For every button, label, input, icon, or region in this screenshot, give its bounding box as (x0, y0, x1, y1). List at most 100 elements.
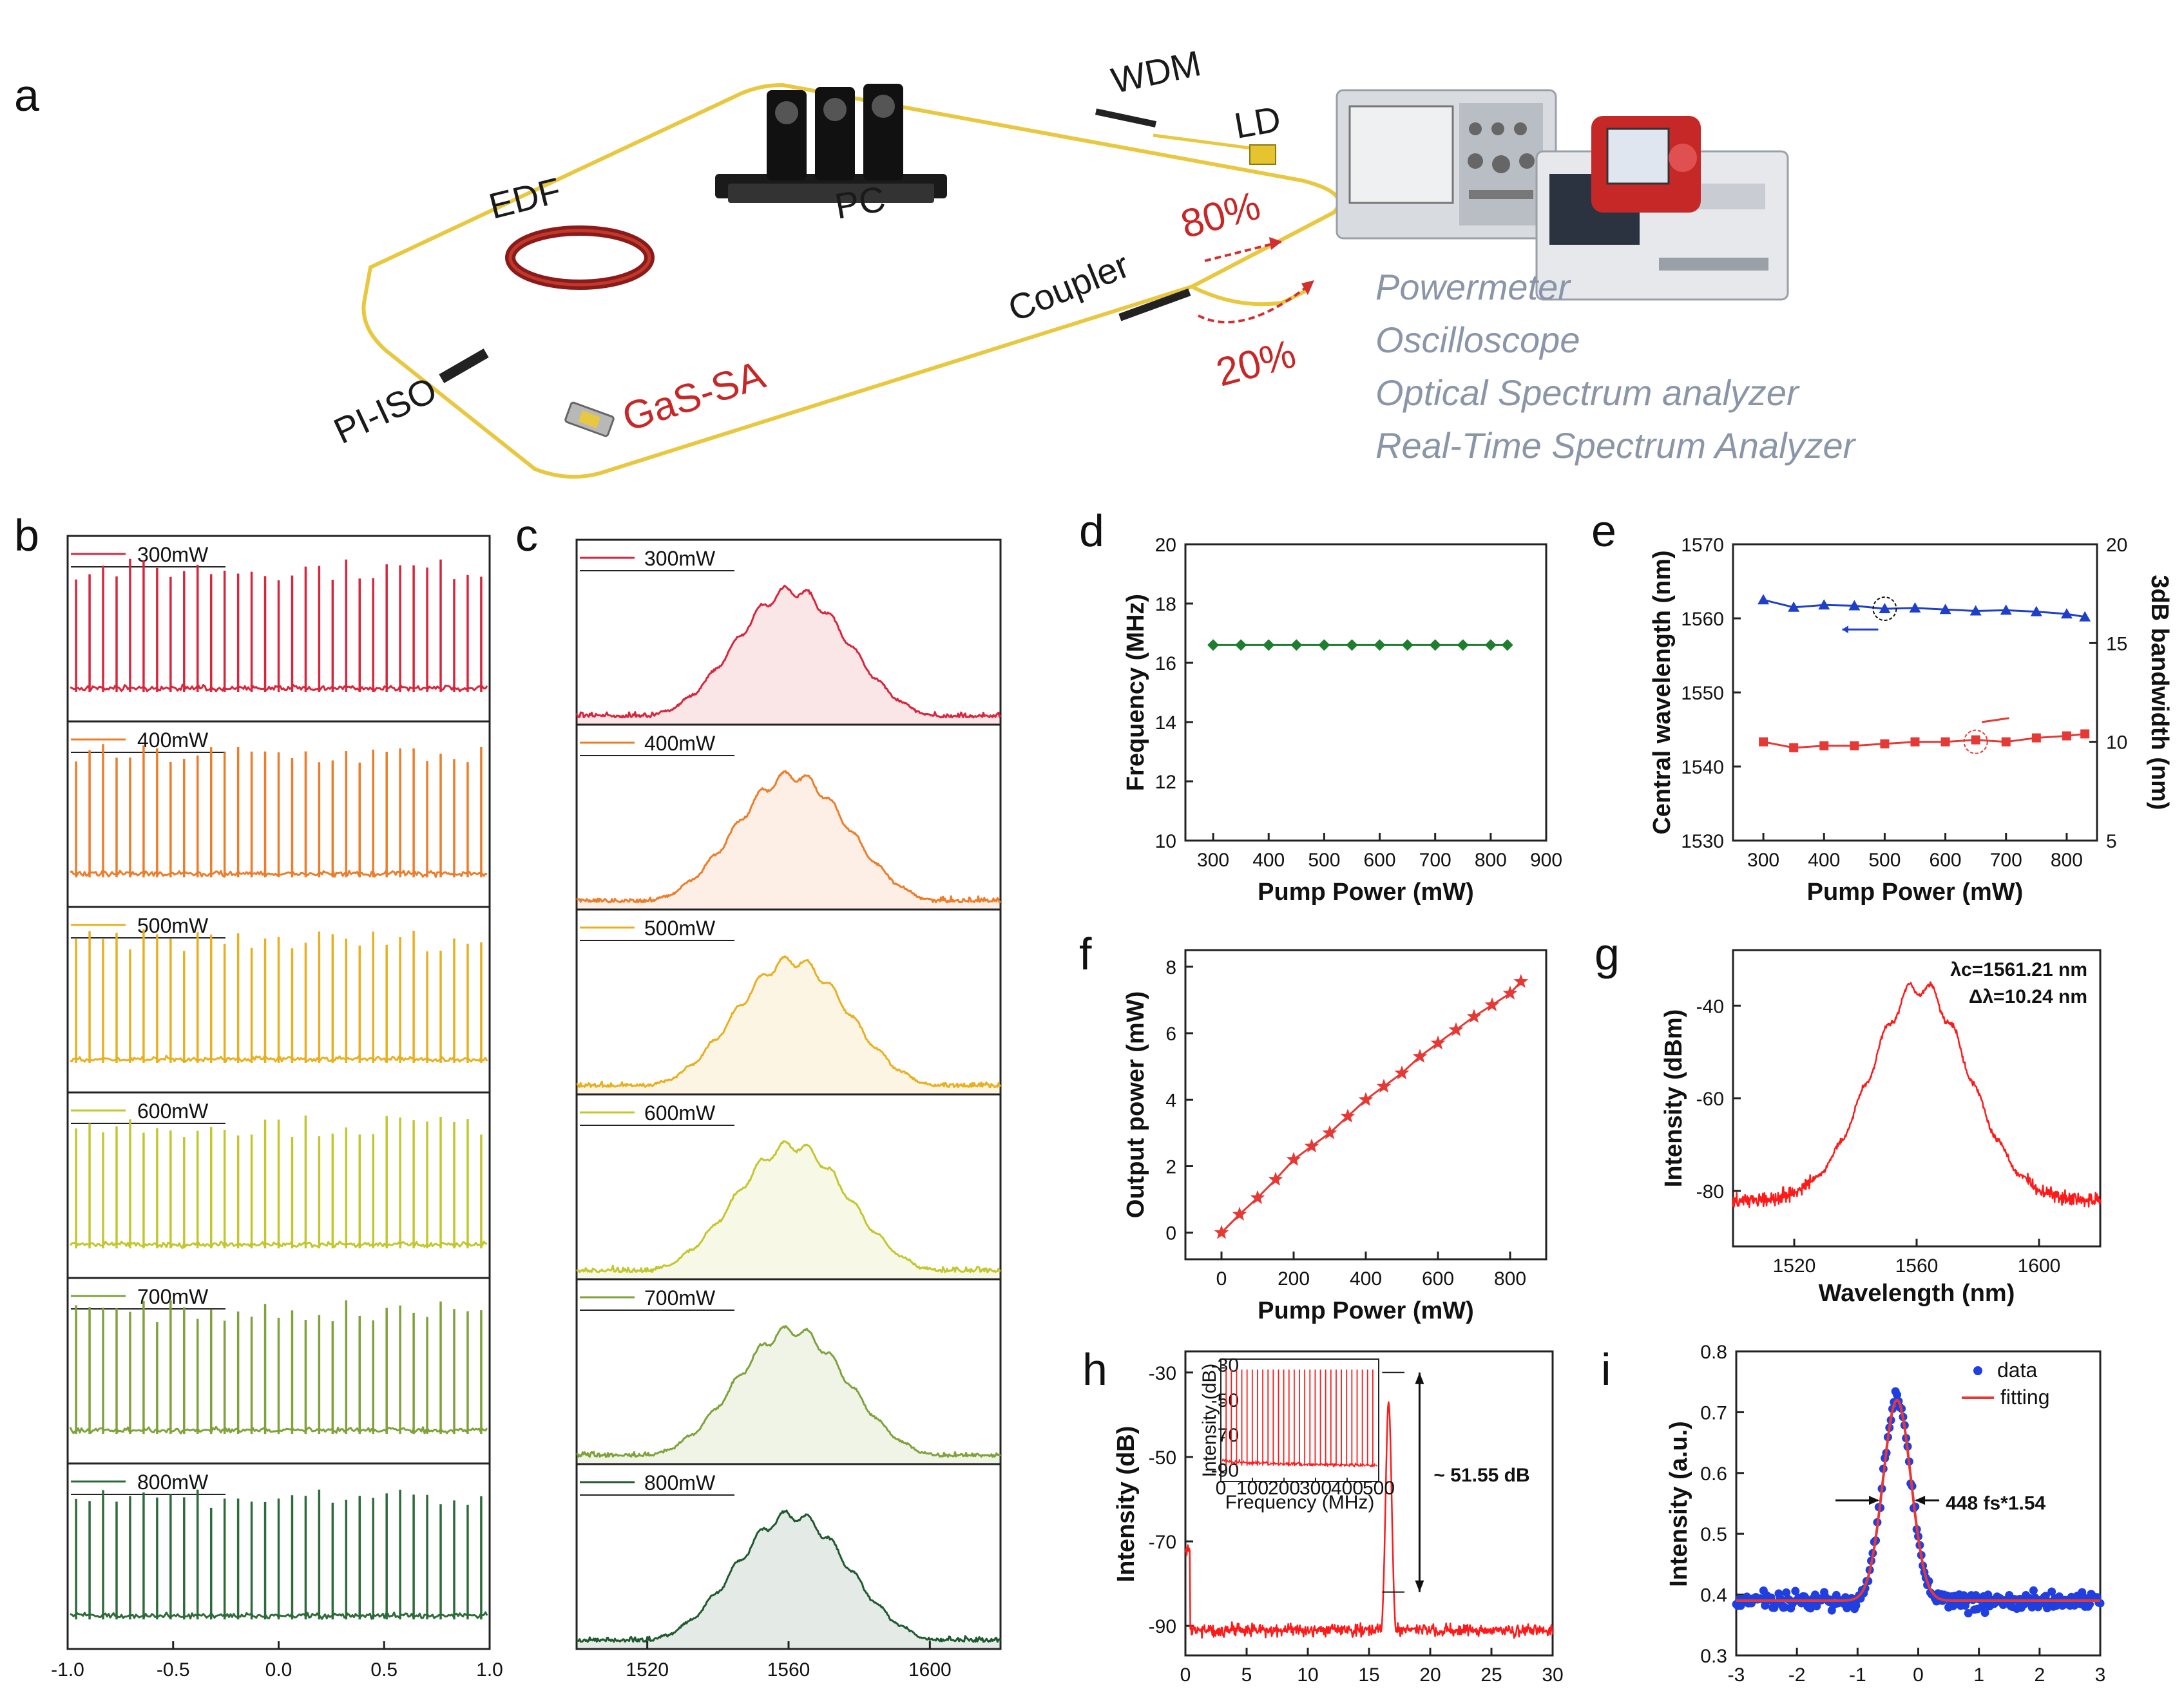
inset-y-axis-label: Intensity (dB) (1199, 1364, 1220, 1478)
x-tick-label: 0 (1180, 1664, 1191, 1686)
chart-g-spectrum: 1520 1560 1600 -40 -60 -80 Wavelength (nm) Inte… (1660, 949, 2102, 1307)
y-tick-label: 0.7 (1700, 1402, 1727, 1424)
y-tick-label: 0 (1165, 1223, 1176, 1244)
coupler-component (1118, 288, 1191, 321)
y-tick-label: 10 (2106, 732, 2127, 754)
legend-data-marker (1973, 1366, 1982, 1375)
y-tick-label: 10 (1155, 831, 1176, 852)
instrument-oscilloscope: Oscilloscope (1375, 319, 1580, 360)
y-axis-label-right: 3dB bandwidth (nm) (2146, 575, 2173, 810)
output-arrows (1198, 237, 1314, 324)
inset-y-tick-label: -70 (1211, 1425, 1239, 1446)
y-tick-label: 0.4 (1700, 1585, 1727, 1606)
instrument-rtsa: Real-Time Spectrum Analyzer (1375, 425, 1857, 466)
bandwidth-point (2080, 729, 2090, 739)
x-tick-label: 5 (1241, 1664, 1252, 1686)
label-edf: EDF (485, 169, 565, 226)
bandwidth-point (2001, 737, 2011, 747)
x-tick-label: 300 (1747, 850, 1779, 871)
y-axis-label: Intensity (a.u.) (1665, 1421, 1692, 1587)
y-tick-label: 16 (1155, 653, 1176, 674)
data-point (1250, 1190, 1265, 1205)
polarization-controller (715, 84, 947, 203)
y-tick-label: -30 (1149, 1363, 1176, 1384)
inset-x-tick-label: 0 (1216, 1478, 1227, 1499)
y-tick-label: -70 (1149, 1532, 1176, 1553)
bandwidth-point (1819, 741, 1829, 750)
inset-y-tick-label: -50 (1211, 1390, 1239, 1411)
x-tick-label: 15 (1358, 1664, 1379, 1686)
right-axis-arrow (1981, 717, 2009, 723)
x-axis-label: Pump Power (mW) (1807, 879, 2024, 906)
bandwidth-point (1940, 737, 1950, 747)
data-point (1893, 1390, 1902, 1399)
x-tick-label: 3 (2095, 1664, 2106, 1686)
data-point (1376, 1078, 1392, 1093)
fiber-output-80 (1191, 211, 1335, 289)
data-point (1346, 639, 1358, 651)
label-ld: LD (1231, 98, 1283, 146)
y-tick-label: 2 (1165, 1156, 1176, 1177)
annotation-pulse-width: 448 fs*1.54 (1946, 1492, 2045, 1514)
chart-f-output-power: 0 200 400 600 800 0 2 4 6 8 Pump Power (mW) Output … (1122, 949, 1547, 1324)
y-tick-label: 0.6 (1700, 1463, 1727, 1485)
panel-label-e: e (1591, 506, 1616, 556)
x-axis-label: Pump Power (mW) (1258, 879, 1474, 906)
data-point (1448, 1022, 1464, 1036)
panel-label-d: d (1079, 506, 1104, 556)
legend-label: 400mW (137, 729, 209, 752)
bandwidth-marker-circle (1963, 729, 1988, 754)
data-point (2047, 1587, 2056, 1596)
fit-line (1736, 1398, 2101, 1602)
data-point (1290, 639, 1303, 651)
legend-label: 400mW (644, 732, 716, 755)
wavelength-point (1909, 602, 1921, 613)
legend-data-label: data (1997, 1358, 2037, 1382)
x-tick-label: 400 (1808, 850, 1840, 871)
data-point (1318, 639, 1330, 651)
x-tick-label: 1.0 (476, 1659, 503, 1681)
legend-label: 300mW (644, 547, 716, 570)
panel-label-f: f (1079, 929, 1092, 979)
annotation-center-wavelength: λc=1561.21 nm (1950, 959, 2087, 980)
wavelength-marker-circle (1872, 596, 1897, 622)
inset-x-tick-label: 100 (1236, 1478, 1269, 1499)
gas-sa-connector (564, 401, 615, 437)
legend-label: 800mW (644, 1471, 716, 1494)
panel-label-b: b (14, 510, 39, 560)
bracket-arrow-down (1415, 1580, 1424, 1592)
x-tick-label: 900 (1530, 850, 1562, 871)
x-tick-label: 400 (1350, 1268, 1382, 1290)
bandwidth-point (1910, 737, 1920, 747)
panel-label-g: g (1595, 929, 1620, 979)
fwhm-arrowhead-right (1915, 1496, 1926, 1505)
bandwidth-point (2062, 731, 2071, 741)
y-axis-label: Intensity (dBm) (1660, 1009, 1687, 1188)
y-tick-label: -80 (1696, 1181, 1724, 1203)
x-tick-label: 1520 (1773, 1255, 1816, 1277)
x-tick-label: 300 (1197, 850, 1229, 871)
data-point (2029, 1586, 2038, 1595)
data-point (1466, 1009, 1482, 1023)
x-tick-label: 0.5 (370, 1659, 398, 1681)
x-tick-label: -1 (1849, 1664, 1866, 1686)
x-tick-label: 1600 (908, 1659, 952, 1681)
y-tick-label: 20 (2106, 535, 2127, 556)
data-point (1429, 639, 1441, 651)
bandwidth-point (1759, 737, 1768, 747)
data-point (1791, 1586, 1800, 1596)
wavelength-point (1818, 599, 1830, 610)
bandwidth-point (1789, 743, 1799, 752)
x-tick-label: 0 (1216, 1268, 1227, 1290)
panel-label-c: c (515, 510, 538, 560)
data-point (2085, 1600, 2094, 1609)
wavelength-point (1848, 600, 1861, 611)
panel-label-i: i (1601, 1344, 1611, 1395)
inset-x-tick-label: 300 (1299, 1478, 1332, 1499)
x-tick-label: 1 (1973, 1664, 1984, 1686)
legend-label: 500mW (644, 917, 716, 940)
spectrum-fill (577, 1510, 1001, 1649)
data-point (1401, 639, 1413, 651)
bandwidth-line (1763, 732, 2085, 749)
